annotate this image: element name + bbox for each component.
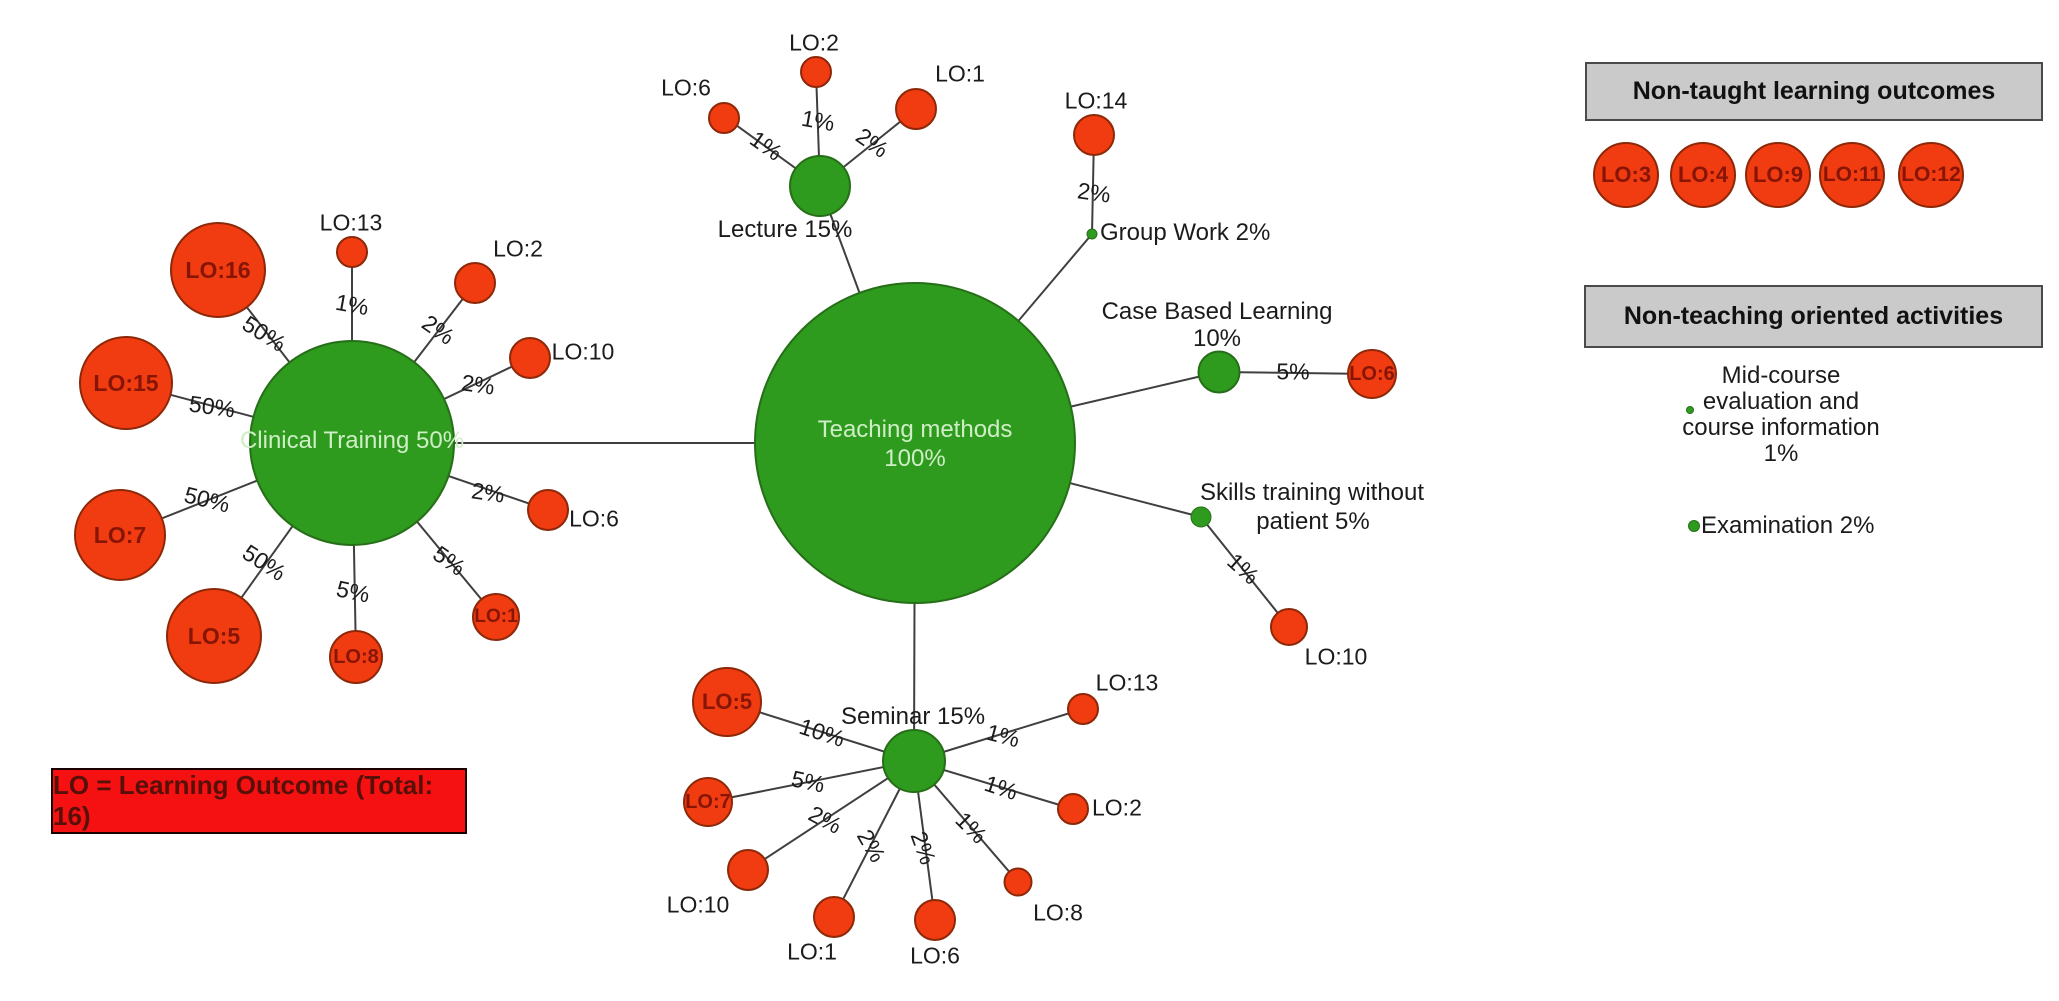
- lo-circle-seminar-lo2: [1057, 793, 1089, 825]
- lecture-label: Lecture 15%: [717, 216, 853, 243]
- legend-label: LO = Learning Outcome (Total: 16): [53, 770, 434, 831]
- lo-circle-seminar-lo8: [1003, 867, 1033, 897]
- lo-circle-nontaught-lo4: LO:4: [1670, 142, 1736, 208]
- edge-percent-label: 2%: [469, 477, 507, 508]
- clinical-training-label: Clinical Training 50%: [239, 427, 465, 454]
- lo-label-seminar-lo1: LO:1: [787, 938, 837, 965]
- mid-course-label: Mid-course evaluation and course informa…: [1682, 363, 1879, 467]
- skills-training-node: [1190, 506, 1212, 528]
- clinical-training-node: [249, 340, 455, 546]
- edge-percent-label: 2%: [459, 369, 497, 400]
- skills-training-label-line2: patient 5%: [1256, 508, 1370, 535]
- lo-label-clinical-lo13: LO:13: [319, 209, 383, 236]
- lo-label-lecture-lo6: LO:6: [661, 74, 711, 101]
- teaching-methods-label: Teaching methods 100%: [818, 415, 1013, 473]
- mid-course-line4: 1%: [1763, 440, 1799, 467]
- non-teaching-header: Non-teaching oriented activities: [1584, 285, 2043, 348]
- lo-circle-groupwork-lo14: [1073, 114, 1115, 156]
- lo-label-lecture-lo2: LO:2: [789, 29, 839, 56]
- non-taught-title: Non-taught learning outcomes: [1632, 77, 1996, 105]
- lo-label-clinical-lo10: LO:10: [551, 338, 615, 365]
- lo-circle-seminar-lo10: [727, 849, 769, 891]
- mid-course-line1: Mid-course: [1721, 362, 1841, 389]
- lo-circle-nontaught-lo12: LO:12: [1898, 142, 1964, 208]
- edge-percent-label: 2%: [1075, 177, 1113, 208]
- edge-seminar-lo7: [707, 760, 915, 803]
- lo-circle-lecture-lo2: [800, 56, 832, 88]
- edge-percent-label: 5%: [1276, 358, 1310, 385]
- mid-course-line3: course information: [1682, 414, 1880, 441]
- lo-circle-lecture-lo1: [895, 88, 937, 130]
- lo-circle-clinical-lo6: [527, 489, 569, 531]
- legend-box: LO = Learning Outcome (Total: 16): [51, 768, 467, 834]
- lo-circle-nontaught-lo9: LO:9: [1745, 142, 1811, 208]
- lo-label-clinical-lo2: LO:2: [493, 235, 543, 262]
- teaching-methods-label-line1: Teaching methods: [817, 416, 1013, 443]
- edge-seminar-lo10: [747, 760, 915, 871]
- lo-label-groupwork-lo14: LO:14: [1064, 87, 1128, 114]
- lo-circle-skills-lo10: [1270, 608, 1308, 646]
- case-based-learning-title: Case Based Learning: [1101, 298, 1333, 325]
- edge-skills-lo10: [1200, 516, 1290, 628]
- lo-label-seminar-lo10: LO:10: [666, 891, 730, 918]
- lo-label-seminar-lo13: LO:13: [1095, 669, 1159, 696]
- lo-circle-clinical-lo2: [454, 262, 496, 304]
- edge-percent-label: 1%: [799, 104, 837, 137]
- lo-circle-clinical-lo5: LO:5: [166, 588, 262, 684]
- lo-circle-lecture-lo6: [708, 102, 740, 134]
- mid-course-dot: [1686, 406, 1694, 414]
- seminar-label: Seminar 15%: [840, 703, 986, 730]
- teaching-methods-label-line2: 100%: [884, 445, 946, 472]
- lo-circle-seminar-lo1: [813, 896, 855, 938]
- lo-circle-casebased-lo6: LO:6: [1347, 349, 1397, 399]
- lo-label-seminar-lo2: LO:2: [1092, 794, 1142, 821]
- lo-circle-nontaught-lo11: LO:11: [1819, 142, 1885, 208]
- lo-circle-clinical-lo16: LO:16: [170, 222, 266, 318]
- lo-label-lecture-lo1: LO:1: [935, 60, 985, 87]
- lo-label-seminar-lo6: LO:6: [910, 942, 960, 969]
- lo-circle-seminar-lo13: [1067, 693, 1099, 725]
- lo-label-seminar-lo8: LO:8: [1033, 899, 1083, 926]
- skills-training-label-line1: Skills training without: [1199, 479, 1425, 506]
- lo-label-clinical-lo6: LO:6: [569, 505, 619, 532]
- mid-course-line2: evaluation and: [1702, 388, 1860, 415]
- group-work-label: Group Work 2%: [1100, 219, 1271, 246]
- lo-circle-nontaught-lo3: LO:3: [1593, 142, 1659, 208]
- lo-circle-seminar-lo5: LO:5: [692, 667, 762, 737]
- seminar-node: [882, 729, 946, 793]
- lo-circle-clinical-lo10: [509, 337, 551, 379]
- lo-circle-clinical-lo1: LO:1: [472, 593, 520, 641]
- lo-circle-clinical-lo8: LO:8: [329, 630, 383, 684]
- teaching-methods-node: [754, 282, 1076, 604]
- lo-label-skills-lo10: LO:10: [1304, 643, 1368, 670]
- non-teaching-title: Non-teaching oriented activities: [1623, 302, 2004, 330]
- lo-circle-seminar-lo7: LO:7: [683, 777, 733, 827]
- lo-circle-clinical-lo7: LO:7: [74, 489, 166, 581]
- lo-circle-clinical-lo15: LO:15: [79, 336, 173, 430]
- examination-dot: [1688, 520, 1700, 532]
- non-taught-header: Non-taught learning outcomes: [1585, 62, 2043, 121]
- examination-label: Examination 2%: [1701, 512, 1875, 539]
- lo-circle-clinical-lo13: [336, 236, 368, 268]
- case-based-learning-node: [1197, 350, 1241, 394]
- edge-percent-label: 1%: [333, 288, 371, 321]
- lecture-node: [789, 155, 851, 217]
- case-based-learning-pct: 10%: [1192, 325, 1242, 352]
- edge-casebased-lo6: [1218, 371, 1373, 375]
- group-work-node: [1086, 228, 1098, 240]
- lo-circle-seminar-lo6: [914, 899, 956, 941]
